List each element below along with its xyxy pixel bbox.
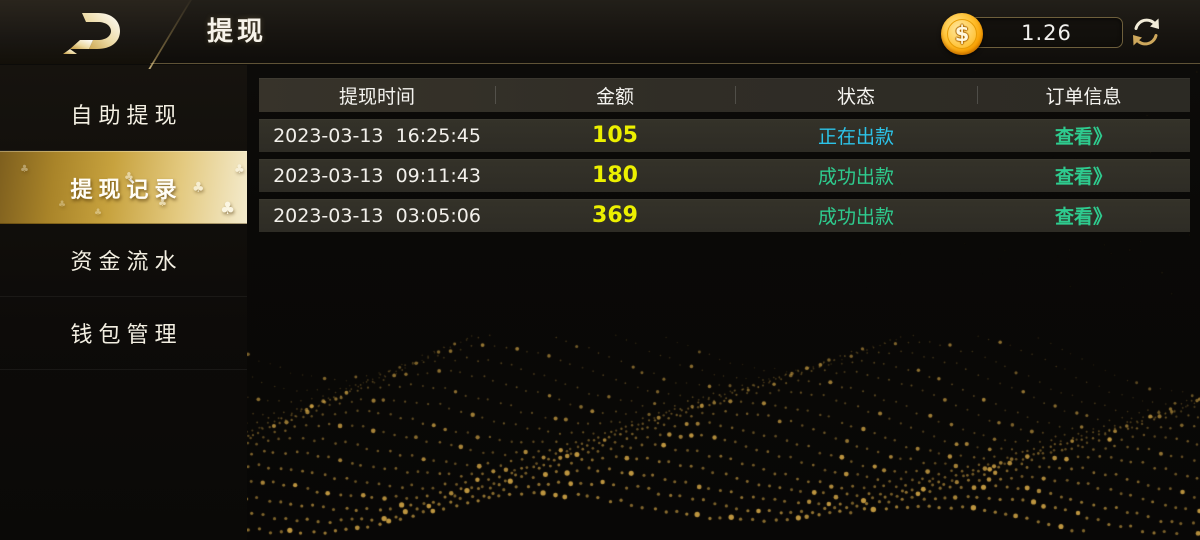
header-order-info: 订单信息 (977, 82, 1190, 109)
header-amount: 金额 (495, 82, 735, 109)
sidebar-item-withdraw-records[interactable]: ♣ ♣ ♣ ♣ ♣ ♣ ♣ ♣ 提现记录 (0, 151, 247, 224)
refresh-icon[interactable] (1129, 15, 1163, 49)
withdraw-time-value: 2023-03-13 09:11:43 (259, 165, 495, 187)
balance-value: 1.26 (1021, 21, 1072, 45)
top-bar: 提现 $ 1.26 (0, 0, 1200, 64)
sidebar-item-wallet-management[interactable]: 钱包管理 (0, 297, 247, 370)
sidebar-item-label: 资金流水 (64, 244, 182, 276)
sidebar: 自助提现 ♣ ♣ ♣ ♣ ♣ ♣ ♣ ♣ 提现记录 资金流水 钱包管理 (0, 65, 247, 540)
view-order-link[interactable]: 查看》 (977, 202, 1190, 229)
amount-value: 369 (495, 203, 735, 228)
sidebar-item-label: 自助提现 (64, 98, 182, 130)
table-row: 2023-03-13 09:11:43 180 成功出款 查看》 (259, 159, 1190, 192)
club-decoration-icon: ♣ (14, 165, 35, 175)
sidebar-item-label: 钱包管理 (64, 317, 182, 349)
balance-display[interactable]: 1.26 (970, 17, 1123, 48)
club-decoration-icon: ♣ (186, 181, 211, 195)
sidebar-item-fund-flow[interactable]: 资金流水 (0, 224, 247, 297)
sidebar-menu: 自助提现 ♣ ♣ ♣ ♣ ♣ ♣ ♣ ♣ 提现记录 资金流水 钱包管理 (0, 65, 247, 370)
view-order-link[interactable]: 查看》 (977, 162, 1190, 189)
view-order-link[interactable]: 查看》 (977, 122, 1190, 149)
sidebar-item-label: 提现记录 (64, 172, 182, 204)
coin-dollar-glyph: $ (947, 19, 977, 49)
withdraw-time-value: 2023-03-13 16:25:45 (259, 125, 495, 147)
withdraw-time-value: 2023-03-13 03:05:06 (259, 205, 495, 227)
club-decoration-icon: ♣ (214, 201, 241, 218)
status-value: 正在出款 (735, 122, 977, 149)
table-row: 2023-03-13 03:05:06 369 成功出款 查看》 (259, 199, 1190, 232)
table-header-row: 提现时间 金额 状态 订单信息 (259, 78, 1190, 112)
status-value: 成功出款 (735, 162, 977, 189)
coin-icon: $ (941, 13, 983, 55)
header-withdraw-time: 提现时间 (259, 82, 495, 109)
page-title: 提现 (207, 0, 267, 64)
withdraw-screen: 提现 $ 1.26 自助提现 ♣ ♣ ♣ ♣ (0, 0, 1200, 540)
withdraw-records-table: 提现时间 金额 状态 订单信息 2023-03-13 16:25:45 105 … (259, 78, 1190, 232)
table-row: 2023-03-13 16:25:45 105 正在出款 查看》 (259, 119, 1190, 152)
club-decoration-icon: ♣ (88, 209, 108, 218)
amount-value: 180 (495, 163, 735, 188)
amount-value: 105 (495, 123, 735, 148)
status-value: 成功出款 (735, 202, 977, 229)
brand-logo-icon[interactable] (60, 9, 130, 57)
header-status: 状态 (735, 82, 977, 109)
sidebar-item-self-withdraw[interactable]: 自助提现 (0, 78, 247, 151)
